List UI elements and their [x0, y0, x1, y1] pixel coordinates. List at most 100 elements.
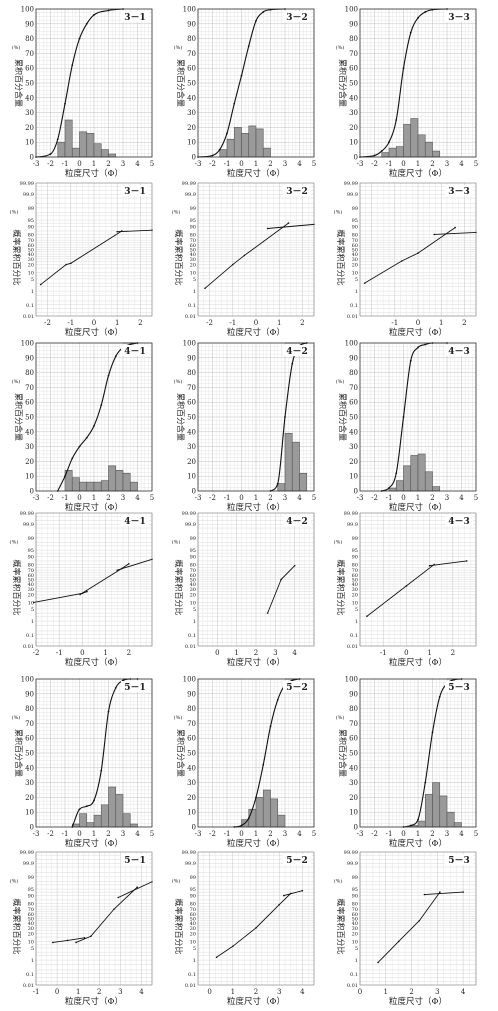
- y-tick-label: 70: [25, 384, 34, 392]
- data-point: [402, 67, 405, 70]
- y-tick-label: 95: [352, 887, 358, 893]
- data-point: [276, 698, 279, 701]
- y-tick-label: 1: [355, 619, 358, 625]
- data-point: [301, 889, 304, 892]
- x-tick-label: 4: [292, 649, 297, 657]
- panel-label: 3－3: [448, 13, 470, 23]
- y-tick-label: 0: [30, 488, 34, 496]
- y-tick-label: 0: [354, 154, 358, 162]
- panel-label-box: [283, 11, 311, 22]
- data-point: [114, 686, 117, 689]
- panel-label-box: [121, 11, 149, 22]
- panel-label: 5－3: [448, 683, 470, 693]
- y-tick-label: 70: [190, 238, 196, 244]
- x-tick-label: 3: [283, 494, 287, 502]
- data-point: [93, 424, 95, 427]
- data-point: [86, 590, 88, 593]
- y-axis-label: 概率累积百分比: [12, 560, 22, 616]
- y-tick-label: 0.1: [350, 633, 358, 639]
- x-tick-label: 1: [439, 319, 443, 327]
- y-tick-label: 0.1: [188, 303, 196, 309]
- histogram-bar: [284, 432, 293, 492]
- probability-segment: [424, 891, 464, 895]
- y-tick-label: 60: [190, 912, 196, 918]
- y-tick-label: 95: [190, 887, 196, 893]
- y-tick-label: 10: [28, 270, 34, 276]
- y-tick-label: 20: [349, 124, 358, 132]
- panel-label-box: [445, 854, 473, 865]
- data-point: [211, 154, 214, 157]
- y-tick-label: 20: [25, 124, 34, 132]
- y-tick-label: 50: [25, 750, 34, 758]
- data-point: [78, 808, 81, 811]
- x-axis-label: 粒度尺寸（Φ）: [227, 838, 285, 849]
- y-axis-label: 概率累积百分比: [336, 560, 346, 616]
- y-tick-label: 60: [190, 573, 196, 579]
- y-tick-label: 80: [190, 232, 196, 238]
- probability-segment: [364, 227, 456, 284]
- y-tick-label: 60: [25, 399, 34, 407]
- y-axis-unit: (%): [12, 44, 21, 51]
- y-axis-label: 累积百分含量: [338, 393, 348, 441]
- x-tick-label: -3: [357, 830, 364, 838]
- probability-chart-3-1: 99.9999.99995908070605040302010510.10.01…: [10, 181, 153, 338]
- y-tick-label: 30: [349, 109, 358, 117]
- y-tick-label: 20: [25, 794, 34, 802]
- y-tick-label: 99.9: [23, 522, 34, 528]
- panel-label-box: [445, 345, 473, 356]
- y-tick-label: 0: [30, 154, 34, 162]
- data-point: [204, 287, 206, 290]
- y-tick-label: 80: [190, 901, 196, 907]
- y-tick-label: 0.01: [185, 314, 196, 320]
- x-tick-label: -3: [195, 494, 202, 502]
- x-tick-label: 0: [254, 319, 258, 327]
- data-point: [418, 919, 421, 922]
- y-tick-label: 80: [349, 35, 358, 43]
- data-point: [255, 796, 257, 799]
- y-tick-label: 99: [28, 875, 34, 881]
- y-tick-label: 10: [25, 473, 34, 481]
- data-point: [409, 359, 412, 362]
- histogram-bar: [86, 822, 95, 828]
- x-tick-label: -3: [357, 494, 364, 502]
- y-tick-label: 80: [352, 562, 358, 568]
- histogram-bar: [395, 480, 404, 492]
- x-tick-label: -3: [33, 830, 40, 838]
- y-tick-label: 0.01: [347, 644, 358, 650]
- cumulative-curve: [35, 8, 124, 158]
- x-tick-label: 2: [268, 160, 272, 168]
- plot-frame: [35, 512, 153, 647]
- y-tick-label: 10: [190, 270, 196, 276]
- panel-label-box: [445, 515, 473, 526]
- x-tick-label: 1: [103, 649, 107, 657]
- x-axis-label: 粒度尺寸（Φ）: [227, 996, 285, 1007]
- y-tick-label: 60: [28, 573, 34, 579]
- y-tick-label: 1: [193, 289, 196, 295]
- histogram-bar: [79, 481, 88, 492]
- plot-frame: [35, 342, 153, 492]
- y-tick-label: 80: [187, 369, 196, 377]
- plot-frame: [197, 182, 315, 317]
- x-tick-label: -1: [386, 830, 393, 838]
- y-tick-label: 20: [352, 932, 358, 938]
- y-tick-label: 90: [349, 690, 358, 698]
- x-tick-label: 3: [445, 160, 449, 168]
- data-point: [428, 564, 431, 567]
- data-point: [233, 102, 236, 105]
- y-tick-label: 80: [352, 232, 358, 238]
- probability-segment: [267, 223, 315, 229]
- histogram-bar: [424, 794, 433, 828]
- y-tick-label: 1: [31, 619, 34, 625]
- cumulative-chart-3-3: 0 10 20 30 40 50 60 70 80 90 100 -3 -2 -1 0 1 2 3 4 5 3－3 累积百…: [336, 6, 479, 180]
- data-point: [395, 472, 398, 475]
- y-tick-label: 60: [25, 65, 34, 73]
- y-tick-label: 10: [352, 939, 358, 945]
- y-tick-label: 10: [352, 600, 358, 606]
- data-point: [293, 564, 296, 567]
- y-tick-label: 100: [183, 676, 196, 684]
- y-tick-label: 60: [349, 735, 358, 743]
- y-tick-label: 20: [190, 593, 196, 599]
- y-tick-label: 90: [352, 225, 358, 231]
- x-tick-label: 5: [150, 830, 154, 838]
- y-tick-label: 99.99: [20, 511, 34, 517]
